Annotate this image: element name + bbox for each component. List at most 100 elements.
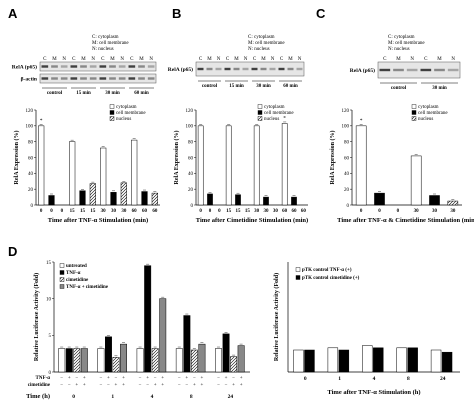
condition-sign: −	[139, 383, 142, 388]
legend-label: cytoplasm	[418, 105, 439, 110]
x-tick-label: 0	[378, 209, 381, 214]
lane-letter: N	[298, 57, 302, 62]
x-tick-label: 30	[101, 209, 107, 214]
x-tick-label: 4	[151, 394, 154, 400]
blot-legend-item: C: cytoplasm	[388, 35, 415, 40]
blot-band	[147, 65, 155, 68]
condition-sign: +	[115, 383, 118, 388]
x-tick-label: 1	[111, 394, 114, 400]
legend-label: cytoplasm	[264, 105, 285, 110]
blot-band	[89, 77, 97, 80]
condition-sign: −	[225, 383, 228, 388]
legend-swatch	[411, 116, 417, 121]
condition-sign: +	[122, 376, 125, 381]
x-tick-label: 0	[72, 394, 75, 400]
x-tick-label: 24	[228, 394, 234, 400]
legend-swatch	[109, 116, 115, 121]
lane-letter: N	[62, 57, 66, 62]
blot-strip	[377, 61, 461, 79]
panel-letter-c: C	[316, 6, 326, 21]
condition-sign: +	[68, 376, 71, 381]
condition-sign: +	[146, 376, 149, 381]
lane-letter: M	[139, 57, 144, 62]
legend-swatch	[411, 104, 417, 109]
blot-band	[60, 65, 68, 68]
x-tick-label: 30	[254, 209, 260, 214]
y-tick-label: 120	[26, 109, 34, 114]
x-tick-label: 0	[397, 209, 400, 214]
y-tick-label: 60	[344, 156, 350, 161]
bar	[112, 357, 120, 373]
blot-band	[287, 67, 294, 71]
blot-legend-item: N: nucleus	[248, 47, 270, 52]
lane-letter: N	[217, 57, 221, 62]
x-tick-label: 0	[304, 376, 307, 382]
lane-letter: M	[234, 57, 239, 62]
x-tick-label: 0	[50, 209, 53, 214]
blot-band	[80, 77, 87, 80]
x-tick-label: 0	[360, 209, 363, 214]
group-label: 60 min	[134, 91, 149, 96]
lane-letter: M	[437, 57, 442, 62]
group-label: 30 min	[256, 84, 271, 89]
legend-label: cell membrane	[264, 111, 294, 116]
bar	[396, 347, 407, 373]
x-tick-label: 1	[338, 376, 341, 382]
lane-letter: C	[101, 57, 105, 62]
y-tick-label: 100	[342, 125, 350, 130]
condition-sign: +	[225, 376, 228, 381]
x-tick-label: 30	[450, 209, 456, 214]
blot-band	[269, 67, 276, 71]
lane-letter: N	[410, 57, 414, 62]
lane-letter: N	[244, 57, 248, 62]
x-tick-label: 30	[264, 209, 270, 214]
bar	[89, 183, 96, 206]
legend-swatch	[59, 263, 65, 268]
bar	[197, 125, 204, 206]
x-tick-label: 60	[282, 209, 288, 214]
bar	[80, 348, 88, 373]
lane-letter: N	[120, 57, 124, 62]
bar	[151, 348, 159, 373]
y-tick-label: 0	[347, 204, 350, 209]
legend-label: cytoplasm	[116, 105, 137, 110]
blot-band	[379, 68, 391, 72]
bar	[235, 194, 241, 206]
condition-row-label: TNF-α	[36, 376, 51, 381]
legend-label: TNF-α	[66, 271, 81, 276]
bar	[136, 348, 144, 373]
blot-row-label: β-actin	[21, 77, 37, 83]
x-tick-label: 30	[414, 209, 420, 214]
blot-band	[109, 77, 116, 80]
bar	[175, 348, 183, 373]
bar	[327, 347, 339, 373]
blot-legend-item: N: nucleus	[92, 47, 114, 52]
y-tick-label: 40	[28, 172, 34, 177]
bar	[222, 333, 230, 373]
x-tick-label: 0	[218, 209, 221, 214]
blot-band	[41, 77, 49, 80]
blot-legend-item: C: cytoplasm	[248, 35, 275, 40]
y-tick-label: 60	[28, 156, 34, 161]
bar	[429, 195, 440, 206]
lane-letter: C	[383, 57, 387, 62]
condition-sign: +	[122, 383, 125, 388]
condition-sign: +	[240, 376, 243, 381]
bar	[338, 349, 350, 373]
y-tick-label: 100	[186, 125, 194, 130]
panel-letter-d: D	[8, 244, 18, 259]
bar	[73, 348, 81, 373]
legend-swatch	[257, 110, 263, 115]
blot-band	[233, 67, 240, 71]
condition-sign: −	[154, 376, 157, 381]
condition-sign: +	[83, 383, 86, 388]
condition-sign: −	[139, 376, 142, 381]
group-label: control	[47, 91, 63, 96]
blot-band	[41, 65, 49, 68]
bar	[97, 348, 105, 373]
x-tick-label: 0	[199, 209, 202, 214]
